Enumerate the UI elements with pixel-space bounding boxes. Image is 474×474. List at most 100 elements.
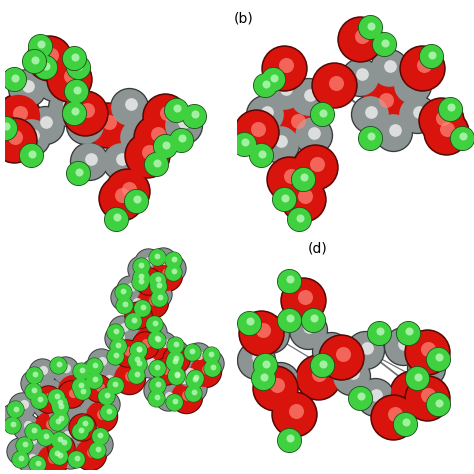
Point xyxy=(57,444,64,452)
Point xyxy=(162,376,169,383)
Point xyxy=(142,342,149,350)
Point xyxy=(194,353,202,360)
Point xyxy=(118,356,125,364)
Point xyxy=(18,402,26,410)
Point xyxy=(153,334,161,342)
Point xyxy=(170,267,178,274)
Point xyxy=(96,432,103,440)
Point xyxy=(38,368,46,376)
Point xyxy=(409,82,416,89)
Point xyxy=(263,80,270,88)
Point xyxy=(459,133,467,140)
Point xyxy=(17,454,25,461)
Point xyxy=(390,413,397,421)
Point xyxy=(132,365,139,372)
Point xyxy=(91,369,98,376)
Point xyxy=(79,424,86,431)
Point xyxy=(206,359,214,366)
Point xyxy=(41,64,49,71)
Point xyxy=(85,392,92,400)
Point xyxy=(42,432,50,439)
Point xyxy=(30,57,37,65)
Point xyxy=(301,173,308,181)
Point xyxy=(125,374,133,382)
Point xyxy=(81,121,89,128)
Point xyxy=(173,363,181,371)
Point xyxy=(263,109,271,116)
Point xyxy=(146,360,154,367)
Point xyxy=(137,273,145,280)
Point xyxy=(129,317,137,325)
Point xyxy=(135,346,142,354)
Point xyxy=(104,376,112,384)
Point xyxy=(56,411,64,419)
Point xyxy=(106,375,113,383)
Point xyxy=(208,357,215,365)
Point xyxy=(132,356,140,364)
Point xyxy=(48,456,56,464)
Point xyxy=(154,290,162,297)
Point xyxy=(36,42,44,50)
Point xyxy=(179,121,187,128)
Point xyxy=(43,400,51,407)
Point xyxy=(123,188,131,195)
Point xyxy=(143,341,150,348)
Point xyxy=(436,353,443,361)
Point xyxy=(103,121,111,128)
Point xyxy=(259,374,267,382)
Point xyxy=(161,112,169,119)
Point xyxy=(164,358,172,366)
Point xyxy=(155,380,162,388)
Point xyxy=(356,73,364,81)
Point xyxy=(112,327,120,335)
Point xyxy=(160,341,167,348)
Point xyxy=(23,423,30,430)
Point xyxy=(20,401,27,408)
Point xyxy=(144,258,151,266)
Point xyxy=(173,104,181,112)
Point xyxy=(9,420,17,428)
Point xyxy=(366,111,374,118)
Point xyxy=(30,380,38,387)
Point xyxy=(405,328,412,335)
Point xyxy=(188,348,195,356)
Point xyxy=(56,435,64,443)
Point xyxy=(48,438,56,445)
Point xyxy=(136,279,144,286)
Point xyxy=(169,264,176,272)
Point xyxy=(46,389,54,396)
Point xyxy=(190,388,198,396)
Point xyxy=(166,356,173,364)
Point xyxy=(172,357,179,365)
Point xyxy=(112,215,120,223)
Point xyxy=(413,111,421,118)
Point xyxy=(399,342,406,350)
Point xyxy=(282,85,290,93)
Point xyxy=(66,451,73,459)
Point xyxy=(137,265,145,273)
Point xyxy=(409,390,416,397)
Point xyxy=(45,393,53,401)
Point xyxy=(103,392,110,400)
Point xyxy=(150,320,158,328)
Point xyxy=(269,76,276,83)
Point xyxy=(66,451,73,459)
Point xyxy=(114,343,121,350)
Point xyxy=(120,293,128,301)
Point xyxy=(127,283,135,291)
Point xyxy=(188,348,195,356)
Point xyxy=(60,445,67,453)
Point xyxy=(50,79,57,86)
Point xyxy=(435,355,442,363)
Point xyxy=(241,138,249,146)
Point xyxy=(347,372,355,380)
Point xyxy=(72,88,80,95)
Point xyxy=(70,54,78,62)
Point xyxy=(257,152,264,159)
Point xyxy=(356,35,364,43)
Point xyxy=(424,361,431,369)
Point xyxy=(135,352,142,359)
Point xyxy=(153,365,160,372)
Point xyxy=(148,271,155,278)
Point xyxy=(72,456,80,463)
